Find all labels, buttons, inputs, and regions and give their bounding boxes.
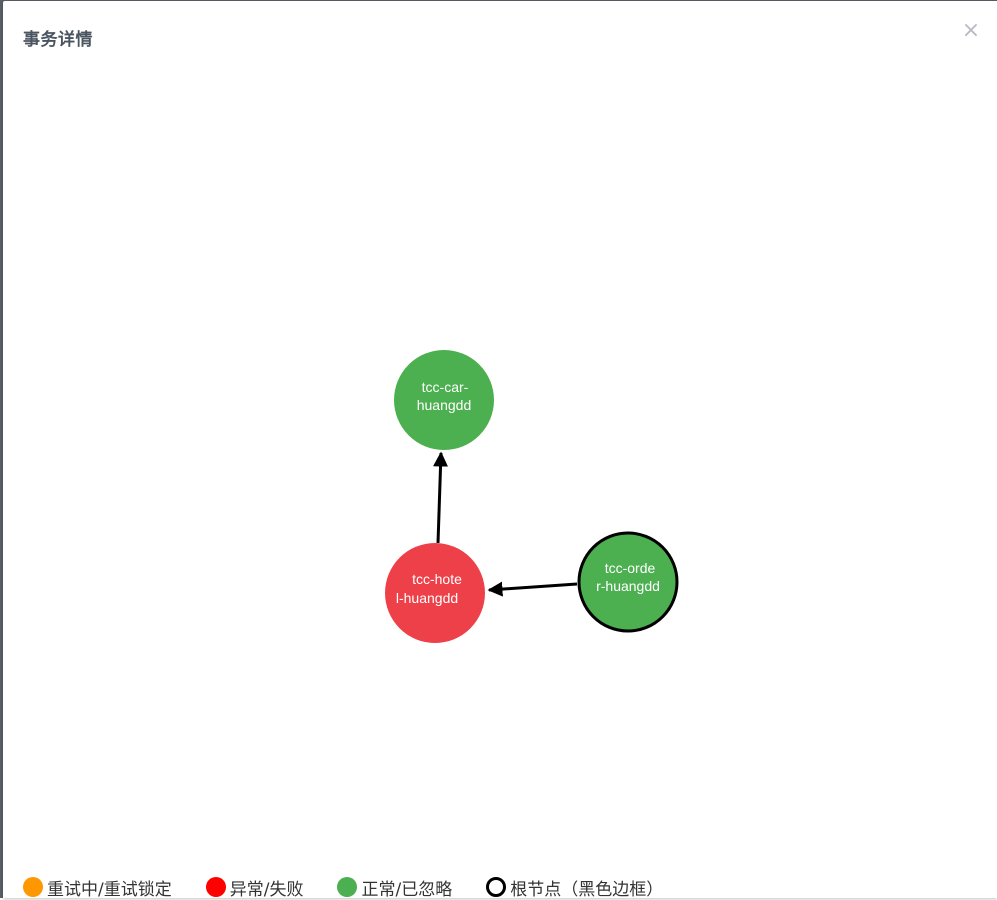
node-circle [577, 531, 679, 633]
dialog-title: 事务详情 [23, 30, 93, 50]
edge-hotel-to-car [433, 451, 449, 544]
green-dot-icon [337, 877, 358, 897]
red-dot-icon [205, 877, 226, 897]
node-circle [385, 543, 485, 643]
orange-dot-icon [23, 877, 43, 897]
close-icon[interactable]: × [961, 18, 981, 43]
transaction-graph: tcc-car- huangdd tcc-hote l-huangdd tcc-… [385, 350, 679, 643]
legend-label: 正常/已忽略 [361, 879, 453, 900]
node-tcc-hotel[interactable]: tcc-hote l-huangdd [385, 543, 485, 643]
legend-item-normal: 正常/已忽略 [337, 875, 452, 900]
legend-label: 异常/失败 [229, 879, 304, 900]
transaction-detail-dialog: 事务详情 × tcc-car- huangdd tcc-hote l-huang… [3, 1, 997, 900]
black-ring-icon [486, 877, 507, 897]
node-label-line: l-huangdd [396, 590, 458, 606]
legend-item-root: 根节点（黑色边框） [486, 875, 663, 900]
node-label-line: huangdd [417, 397, 472, 413]
node-label-line: tcc-car- [422, 379, 469, 395]
node-circle [394, 350, 494, 450]
node-label-line: tcc-orde [605, 560, 656, 576]
node-label-line: tcc-hote [412, 571, 462, 587]
node-tcc-order[interactable]: tcc-orde r-huangdd [577, 531, 679, 633]
node-label-line: r-huangdd [596, 578, 660, 594]
legend-item-retrying: 重试中/重试锁定 [23, 875, 172, 900]
legend-item-failed: 异常/失败 [205, 875, 304, 900]
legend-label: 重试中/重试锁定 [47, 879, 172, 900]
legend-label: 根节点（黑色边框） [510, 879, 664, 900]
node-tcc-car[interactable]: tcc-car- huangdd [394, 350, 494, 450]
legend: 重试中/重试锁定 异常/失败 正常/已忽略 根节点（黑色边框） [23, 875, 697, 900]
edge-order-to-hotel [487, 581, 578, 597]
